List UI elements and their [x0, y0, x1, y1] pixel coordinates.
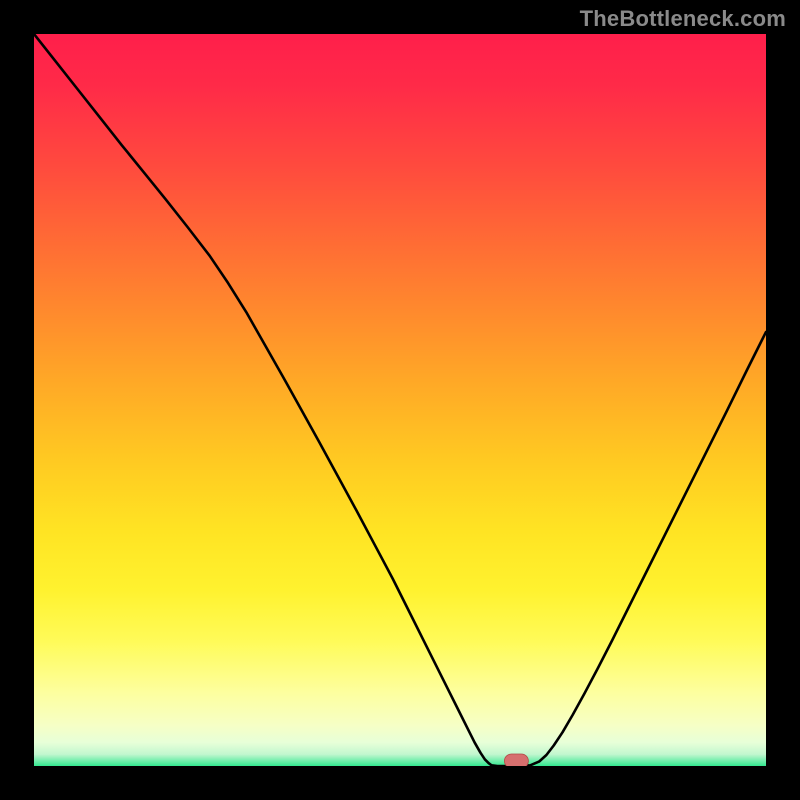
gradient-chart	[34, 34, 766, 766]
watermark-label: TheBottleneck.com	[580, 6, 786, 32]
optimal-marker	[504, 754, 528, 766]
chart-background	[34, 34, 766, 766]
